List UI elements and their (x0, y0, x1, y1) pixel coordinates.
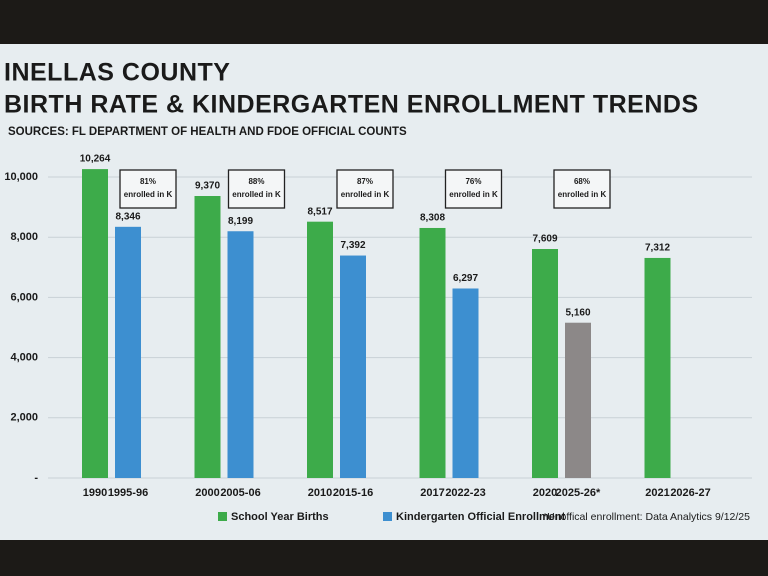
x-tick-label: 2005-06 (220, 487, 260, 499)
x-tick-label: 2000 (195, 487, 219, 499)
bar (419, 227, 446, 478)
annotation-box (444, 169, 503, 209)
annotation-box (227, 169, 286, 209)
annotation-box (553, 169, 611, 209)
value-label: 7,392 (340, 240, 365, 251)
value-label: 8,199 (228, 216, 253, 227)
y-tick-label: 10,000 (4, 171, 38, 183)
bar (227, 231, 254, 478)
x-tick-label: 2022-23 (445, 487, 485, 499)
value-label: 9,370 (195, 181, 220, 192)
value-label: 7,312 (645, 243, 670, 254)
annotation-text: enrolled in K (341, 190, 390, 199)
x-tick-label: 2017 (420, 487, 444, 499)
value-label: 10,264 (80, 154, 111, 165)
bar (194, 196, 221, 478)
y-tick-label: - (34, 472, 38, 484)
x-tick-label: 1995-96 (108, 487, 148, 499)
chart-subtitle: BIRTH RATE & KINDERGARTEN ENROLLMENT TRE… (4, 91, 699, 119)
x-tick-label: 2021 (645, 487, 669, 499)
x-tick-label: 2015-16 (333, 487, 373, 499)
bar (115, 226, 141, 478)
value-label: 8,346 (115, 211, 140, 222)
bar (565, 322, 591, 478)
annotation-text: enrolled in K (124, 190, 173, 199)
value-label: 8,308 (420, 213, 445, 224)
annotation-percent: 81% (140, 177, 156, 186)
bar (532, 249, 558, 478)
footnote: *Unoffical enrollment: Data Analytics 9/… (543, 511, 750, 523)
x-tick-label: 2025-26* (556, 487, 601, 499)
annotation-text: enrolled in K (449, 190, 498, 199)
bar (307, 221, 333, 478)
annotation-box (119, 169, 177, 209)
annotation-percent: 76% (465, 177, 481, 186)
x-tick-label: 2026-27 (670, 487, 710, 499)
bar (452, 288, 479, 478)
bar (340, 255, 366, 478)
annotation-text: enrolled in K (232, 190, 281, 199)
legend-label: Kindergarten Official Enrollment (396, 511, 566, 523)
x-tick-label: 2010 (308, 487, 332, 499)
y-tick-label: 4,000 (10, 352, 38, 364)
annotation-percent: 88% (248, 177, 264, 186)
annotation-percent: 68% (574, 177, 590, 186)
x-tick-label: 1990 (83, 487, 107, 499)
value-label: 5,160 (565, 307, 590, 318)
value-label: 6,297 (453, 273, 478, 284)
bar (82, 169, 108, 478)
source: SOURCES: FL DEPARTMENT OF HEALTH AND FDO… (8, 126, 407, 138)
value-label: 7,609 (532, 234, 557, 245)
value-label: 8,517 (307, 206, 332, 217)
legend-swatch (383, 512, 392, 521)
legend-label: School Year Births (231, 511, 329, 523)
x-tick-label: 2020 (533, 487, 557, 499)
y-tick-label: 8,000 (10, 231, 38, 243)
legend-swatch (218, 512, 227, 521)
annotation-percent: 87% (357, 177, 373, 186)
y-tick-label: 6,000 (10, 291, 38, 303)
bar (644, 257, 671, 478)
y-tick-label: 2,000 (10, 412, 38, 424)
annotation-box (336, 169, 394, 209)
annotation-text: enrolled in K (558, 190, 607, 199)
chart-title: INELLAS COUNTY (4, 59, 230, 87)
